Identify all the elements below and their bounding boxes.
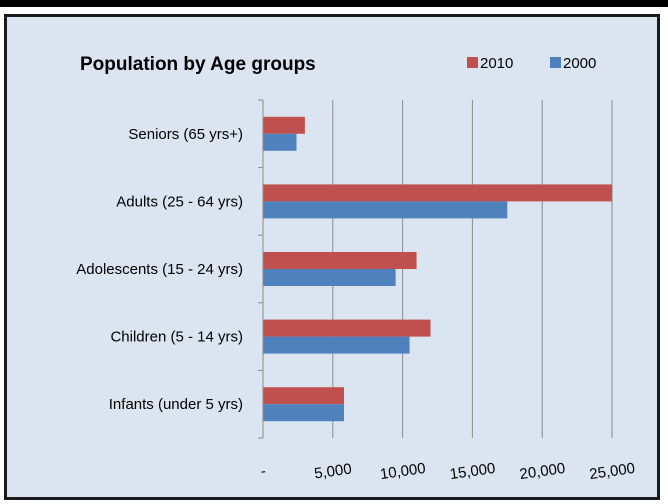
x-tick-label: 5,000 [313, 460, 353, 482]
bar-2010-0 [263, 116, 305, 134]
category-label: Infants (under 5 yrs) [109, 396, 243, 413]
category-label: Children (5 - 14 yrs) [110, 329, 243, 346]
category-label: Adults (25 - 64 yrs) [116, 193, 243, 210]
chart-bars [263, 116, 612, 422]
chart-title: Population by Age groups [80, 54, 316, 75]
x-tick-label: 20,000 [519, 460, 567, 483]
bar-2000-0 [263, 133, 297, 151]
bar-2000-4 [263, 404, 344, 422]
category-label: Adolescents (15 - 24 yrs) [76, 261, 243, 278]
chart-axes [258, 99, 264, 439]
legend-swatch-2010 [467, 57, 478, 68]
legend-swatch-2000 [550, 57, 561, 68]
x-tick-label: 25,000 [588, 460, 636, 483]
bar-2010-4 [263, 387, 344, 405]
category-label: Seniors (65 yrs+) [128, 126, 243, 143]
chart-legend: 2010 2000 [467, 55, 596, 72]
bar-2000-3 [263, 336, 410, 354]
bar-2010-2 [263, 252, 417, 269]
chart-labels: Seniors (65 yrs+) Adults (25 - 64 yrs) Ado… [76, 126, 636, 483]
legend-label-2000: 2000 [563, 55, 596, 72]
top-border-bar [0, 0, 668, 7]
x-tick-label: 10,000 [379, 460, 427, 483]
x-tick-label: 15,000 [449, 460, 497, 483]
bar-2000-1 [263, 201, 508, 219]
bar-2010-1 [263, 184, 612, 202]
legend-label-2010: 2010 [480, 55, 513, 72]
x-tick-label: - [260, 463, 267, 481]
bar-2010-3 [263, 319, 431, 337]
bar-2000-2 [263, 269, 396, 286]
